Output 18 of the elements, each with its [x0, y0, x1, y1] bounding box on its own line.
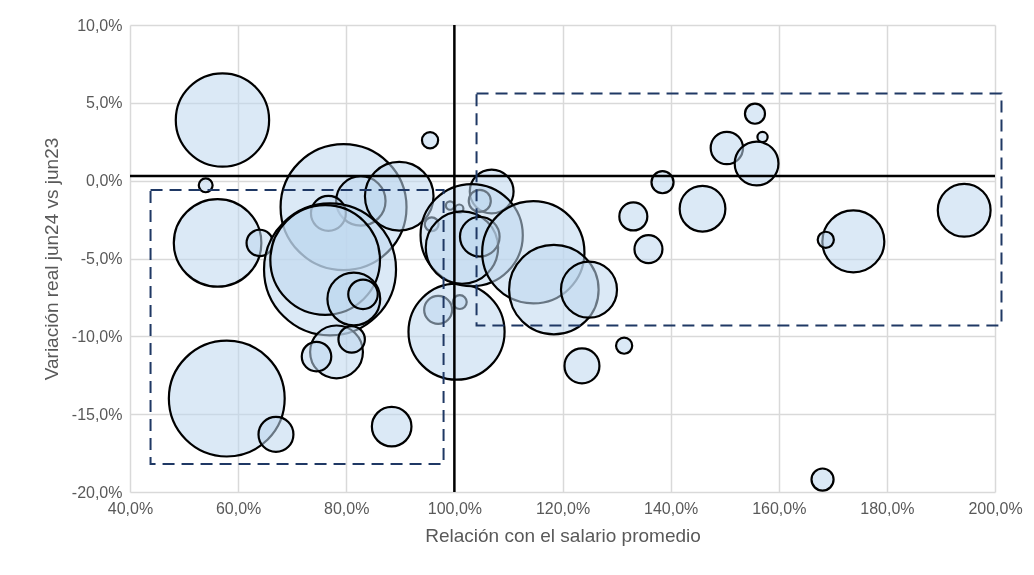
y-tick-label: -10,0% — [71, 327, 123, 345]
y-axis-title: Variación real jun24 vs jun23 — [40, 137, 62, 381]
x-tick-label: 180,0% — [860, 499, 915, 517]
x-tick-label: 200,0% — [968, 499, 1023, 517]
y-tick-label: 0,0% — [86, 172, 123, 190]
y-tick-label: -15,0% — [71, 405, 123, 423]
x-tick-label: 40,0% — [107, 499, 154, 517]
x-tick-label: 120,0% — [535, 499, 591, 517]
x-tick-label: 60,0% — [215, 499, 262, 517]
y-tick-label: 10,0% — [77, 16, 123, 34]
y-tick-label: 5,0% — [86, 94, 123, 112]
y-tick-label: -5,0% — [80, 250, 123, 267]
x-axis-title: Relación con el salario promedio — [425, 524, 701, 546]
x-tick-label: 160,0% — [752, 499, 807, 517]
x-tick-label: 100,0% — [427, 499, 483, 517]
x-tick-label: 80,0% — [324, 499, 370, 517]
y-tick-label: -20,0% — [71, 483, 123, 501]
x-tick-label: 140,0% — [643, 499, 699, 517]
